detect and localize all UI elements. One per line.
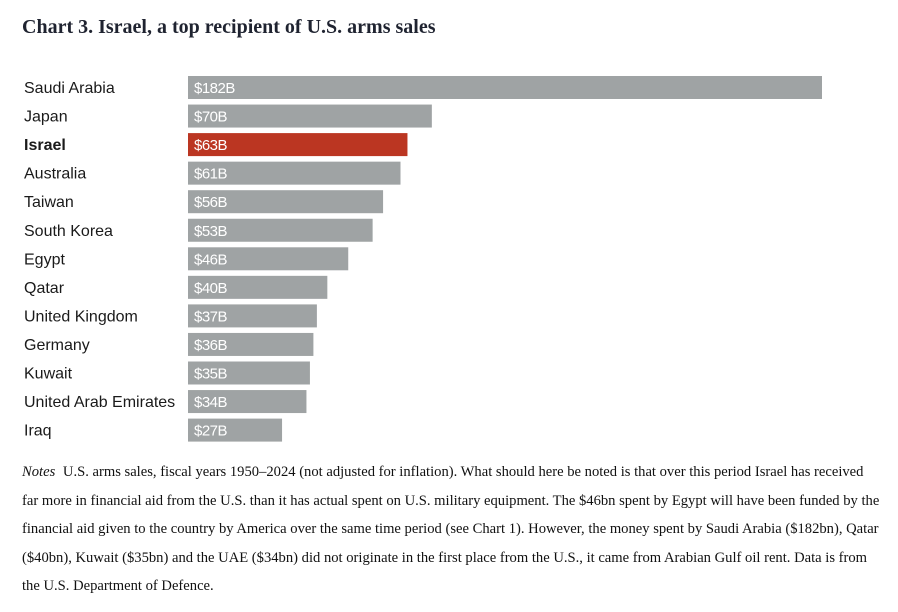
bar-row: United Arab Emirates $34B xyxy=(24,390,307,414)
bar-row: South Korea $53B xyxy=(24,218,373,242)
category-label: Saudi Arabia xyxy=(24,80,115,97)
category-label: United Kingdom xyxy=(24,308,138,325)
bar xyxy=(188,247,349,271)
bar-value-label: $182B xyxy=(194,80,235,97)
bar-value-label: $37B xyxy=(194,308,228,325)
bar-value-label: $61B xyxy=(194,166,228,183)
bar-value-label: $53B xyxy=(194,223,228,240)
category-label: Australia xyxy=(24,166,86,183)
bar-row: Iraq $27B xyxy=(24,418,283,442)
category-label: Qatar xyxy=(24,280,65,297)
bar-value-label: $56B xyxy=(194,194,228,211)
bar-row: Germany $36B xyxy=(24,332,314,356)
category-label: Israel xyxy=(24,137,66,154)
bar xyxy=(188,390,307,414)
category-label: Germany xyxy=(24,337,90,354)
chart-title: Chart 3. Israel, a top recipient of U.S.… xyxy=(22,16,436,38)
bar-row: Egypt $46B xyxy=(24,247,349,271)
bar-value-label: $27B xyxy=(194,423,228,440)
bar xyxy=(188,190,384,214)
bar xyxy=(188,76,822,99)
category-label: Taiwan xyxy=(24,194,74,211)
bar-row: Saudi Arabia $182B xyxy=(24,76,822,99)
bar-value-label: $36B xyxy=(194,337,228,354)
bar-row: United Kingdom $37B xyxy=(24,304,317,328)
notes-lead: Notes xyxy=(22,464,56,480)
bar xyxy=(188,304,317,328)
category-label: United Arab Emirates xyxy=(24,394,175,411)
bar-row: Taiwan $56B xyxy=(24,190,384,214)
bar-value-label: $40B xyxy=(194,280,228,297)
bar-chart: Saudi Arabia $182B Japan $70B Israel $63B Aust… xyxy=(24,76,822,442)
bar xyxy=(188,332,314,356)
category-label: Japan xyxy=(24,109,68,126)
bar-row: Israel $63B xyxy=(24,133,408,157)
bar-value-label: $63B xyxy=(194,137,228,154)
bar-highlight xyxy=(188,133,408,157)
bar-row: Qatar $40B xyxy=(24,275,328,299)
bar-row: Australia $61B xyxy=(24,161,401,185)
bar xyxy=(188,104,432,128)
category-label: Iraq xyxy=(24,423,52,440)
bar xyxy=(188,275,328,299)
bar-row: Kuwait $35B xyxy=(24,361,310,385)
bar xyxy=(188,218,373,242)
category-label: Egypt xyxy=(24,251,65,268)
bar xyxy=(188,418,283,442)
bar xyxy=(188,161,401,185)
bar xyxy=(188,361,310,385)
bar-value-label: $46B xyxy=(194,251,228,268)
category-label: Kuwait xyxy=(24,366,73,383)
category-label: South Korea xyxy=(24,223,113,240)
notes-text: U.S. arms sales, fiscal years 1950–2024 … xyxy=(22,464,880,594)
bar-row: Japan $70B xyxy=(24,104,432,128)
bar-value-label: $70B xyxy=(194,109,228,126)
bar-value-label: $34B xyxy=(194,394,228,411)
chart-notes: Notes U.S. arms sales, fiscal years 1950… xyxy=(22,458,882,601)
bar-value-label: $35B xyxy=(194,366,228,383)
